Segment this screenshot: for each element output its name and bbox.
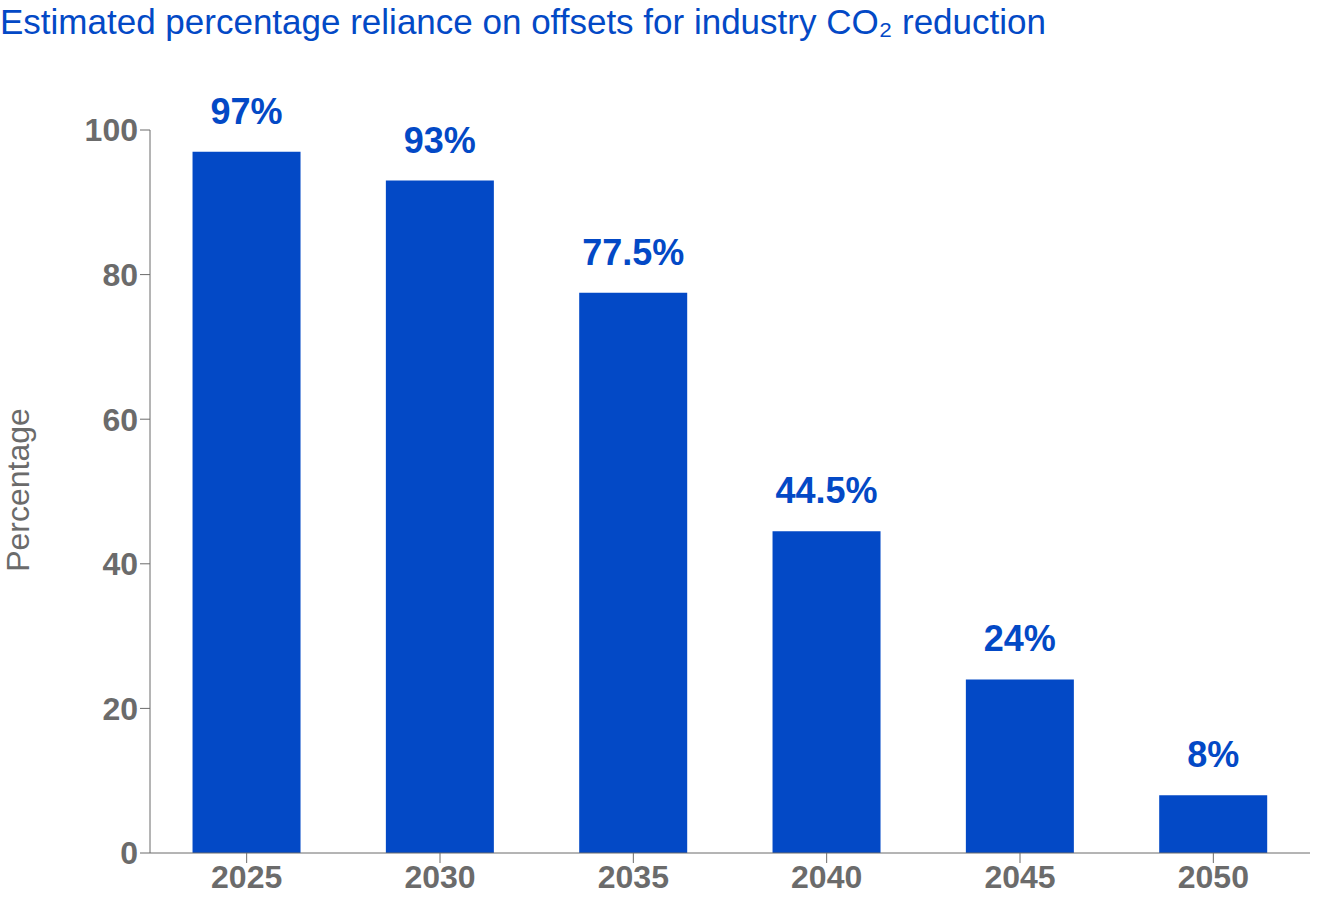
svg-text:2025: 2025: [211, 859, 282, 895]
svg-text:24%: 24%: [984, 618, 1056, 659]
svg-text:2040: 2040: [791, 859, 862, 895]
svg-text:2050: 2050: [1178, 859, 1249, 895]
svg-text:60: 60: [102, 402, 138, 438]
svg-text:80: 80: [102, 257, 138, 293]
html-text:Percentage: Percentage: [0, 408, 36, 572]
svg-text:0: 0: [120, 835, 138, 871]
svg-text:8%: 8%: [1187, 734, 1239, 775]
svg-text:40: 40: [102, 546, 138, 582]
svg-text:20: 20: [102, 691, 138, 727]
svg-text:44.5%: 44.5%: [775, 470, 877, 511]
svg-text:100: 100: [85, 112, 138, 148]
svg-text:77.5%: 77.5%: [582, 232, 684, 273]
svg-text:2045: 2045: [984, 859, 1055, 895]
svg-text:93%: 93%: [404, 120, 476, 161]
svg-text:2030: 2030: [404, 859, 475, 895]
html-text:Estimated percentage reliance: Estimated percentage reliance on offsets…: [0, 2, 1046, 41]
svg-text:2035: 2035: [598, 859, 669, 895]
svg-text:97%: 97%: [211, 91, 283, 132]
